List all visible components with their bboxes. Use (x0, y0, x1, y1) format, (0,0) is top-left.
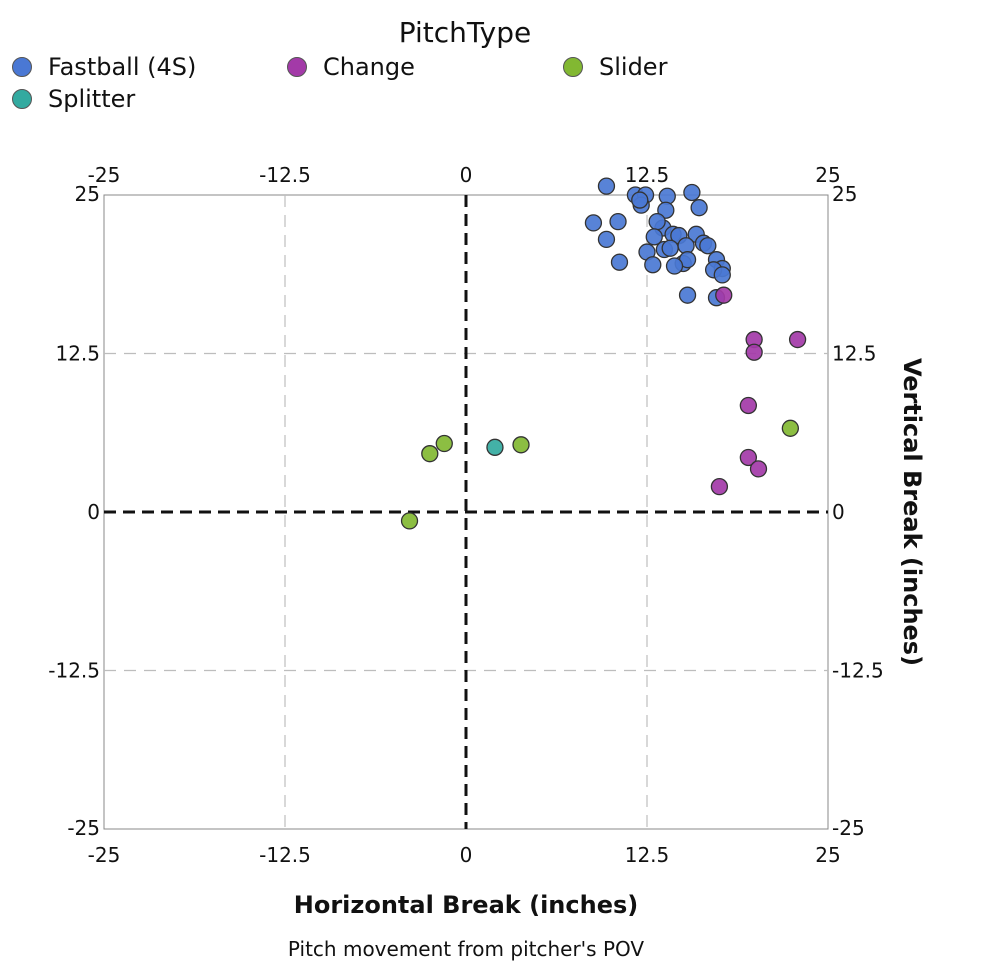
tick-labels: -25 -25 -25 -25 -12.5 -12.5 -12.5 -12.5 0 0 0 0 12.5… (48, 163, 884, 867)
point-fastball[interactable] (665, 257, 684, 275)
point-change[interactable] (788, 330, 807, 349)
chart-caption: Pitch movement from pitcher's POV (288, 937, 644, 961)
x-tick-label-bottom: -25 (88, 843, 121, 867)
point-change[interactable] (745, 343, 763, 361)
point-fastball[interactable] (678, 286, 697, 304)
x-tick-label-top: 0 (460, 163, 473, 187)
x-tick-label-top: 12.5 (625, 163, 670, 187)
point-fastball[interactable] (584, 214, 603, 232)
point-fastball[interactable] (609, 212, 627, 231)
zero-lines (104, 195, 828, 829)
point-fastball[interactable] (645, 228, 663, 246)
x-tick-label-bottom: 25 (815, 843, 840, 867)
y-tick-label-right: -25 (832, 816, 865, 840)
point-slider[interactable] (435, 434, 453, 453)
point-fastball[interactable] (597, 230, 616, 249)
y-tick-label-left: 25 (75, 182, 100, 206)
point-fastball[interactable] (610, 253, 629, 271)
legend-title: PitchType (398, 16, 532, 49)
x-axis-title: Horizontal Break (inches) (294, 891, 638, 919)
y-tick-label-right: 12.5 (832, 342, 877, 366)
y-axis-title: Vertical Break (inches) (898, 358, 926, 666)
x-tick-label-top: -12.5 (259, 163, 311, 187)
x-tick-label-top: 25 (815, 163, 840, 187)
point-change[interactable] (710, 477, 729, 496)
y-tick-label-left: 0 (87, 500, 100, 524)
legend-label-slider: Slider (599, 53, 668, 81)
point-fastball[interactable] (699, 237, 717, 255)
legend-item-change[interactable]: Change (287, 53, 415, 81)
point-fastball[interactable] (648, 212, 666, 231)
legend-swatch-fastball (12, 57, 32, 77)
y-tick-label-left: -12.5 (48, 659, 100, 683)
legend-item-fastball[interactable]: Fastball (4S) (12, 53, 196, 81)
legend-label-change: Change (323, 53, 415, 81)
point-fastball[interactable] (661, 239, 679, 257)
point-fastball[interactable] (644, 256, 662, 274)
point-fastball[interactable] (657, 201, 675, 219)
point-splitter[interactable] (486, 438, 504, 456)
point-change[interactable] (715, 286, 733, 304)
legend-swatch-change (287, 57, 307, 77)
y-tick-label-right: -12.5 (832, 659, 884, 683)
legend-label-splitter: Splitter (48, 85, 136, 113)
legend-item-slider[interactable]: Slider (563, 53, 667, 81)
point-slider[interactable] (421, 445, 439, 463)
x-tick-label-bottom: 12.5 (625, 843, 670, 867)
point-fastball[interactable] (690, 199, 708, 217)
point-change[interactable] (739, 396, 758, 415)
data-points (400, 177, 807, 530)
legend-item-splitter[interactable]: Splitter (12, 85, 135, 113)
point-slider[interactable] (400, 512, 419, 530)
y-tick-label-left: -25 (67, 816, 100, 840)
y-tick-label-right: 25 (832, 182, 857, 206)
point-slider[interactable] (781, 419, 800, 437)
legend-swatch-splitter (12, 89, 32, 109)
legend-label-fastball: Fastball (4S) (48, 53, 197, 81)
x-tick-label-bottom: -12.5 (259, 843, 311, 867)
point-change[interactable] (749, 460, 768, 478)
point-fastball[interactable] (631, 191, 649, 209)
point-slider[interactable] (512, 436, 530, 454)
point-fastball[interactable] (597, 177, 616, 195)
y-tick-label-right: 0 (832, 500, 845, 524)
x-tick-label-bottom: 0 (460, 843, 473, 867)
point-change[interactable] (739, 448, 758, 467)
x-tick-label-top: -25 (88, 163, 121, 187)
point-fastball[interactable] (713, 266, 731, 284)
legend-swatch-slider (563, 57, 583, 77)
point-fastball[interactable] (683, 183, 701, 202)
y-tick-label-left: 12.5 (55, 342, 100, 366)
